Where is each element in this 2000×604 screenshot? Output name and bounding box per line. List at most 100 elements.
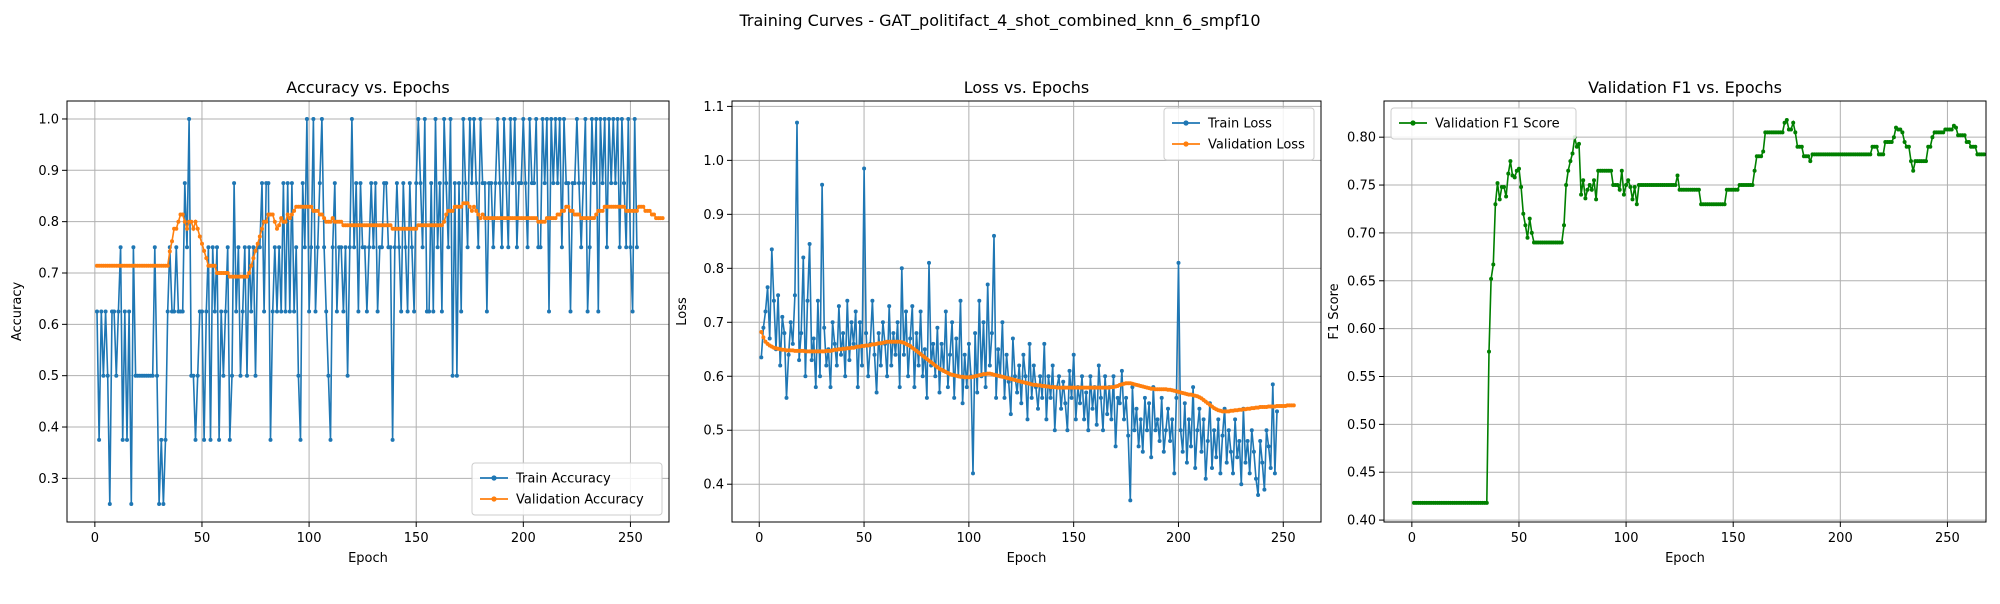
train-loss-point — [899, 266, 904, 271]
train-accuracy-point — [375, 309, 380, 314]
train-accuracy-point — [583, 117, 588, 121]
x-tick-label: 100 — [956, 531, 981, 546]
train-accuracy-point — [403, 245, 408, 250]
train-loss-point — [876, 331, 881, 336]
y-tick-label: 0.70 — [1347, 226, 1376, 241]
validation-f1-score-point — [1564, 183, 1569, 187]
train-loss-point — [943, 309, 948, 314]
x-tick-label: 0 — [91, 531, 99, 546]
train-accuracy-point — [270, 309, 275, 314]
train-loss-point — [1119, 368, 1124, 373]
train-accuracy-point — [227, 437, 232, 442]
train-loss-point — [966, 341, 971, 346]
train-loss-point — [864, 331, 869, 336]
validation-accuracy-point — [557, 212, 562, 217]
train-accuracy-point — [540, 117, 545, 121]
train-loss-point — [1109, 417, 1114, 422]
train-accuracy-point — [341, 309, 346, 314]
validation-accuracy-point — [328, 219, 333, 224]
train-accuracy-point — [538, 245, 543, 250]
train-loss-point — [841, 331, 846, 336]
validation-accuracy-point — [465, 201, 470, 206]
train-accuracy-point — [609, 181, 614, 186]
validation-f1-score-point — [1868, 152, 1873, 157]
train-accuracy-point — [626, 117, 631, 121]
train-accuracy-point — [596, 309, 601, 314]
train-loss-point — [983, 385, 988, 390]
validation-f1-score-point — [1789, 127, 1793, 132]
train-accuracy-point — [232, 181, 237, 186]
train-accuracy-point — [302, 245, 307, 250]
train-accuracy-point — [114, 373, 119, 378]
train-loss-point — [994, 395, 999, 400]
train-loss-point — [1040, 395, 1045, 400]
y-axis-label: Accuracy — [10, 282, 25, 342]
train-accuracy-point — [131, 245, 136, 250]
train-accuracy-point — [369, 181, 374, 186]
train-accuracy-point — [525, 245, 530, 250]
validation-f1-score-point — [1902, 140, 1907, 144]
validation-f1-score-point — [1735, 187, 1740, 192]
train-loss-point — [771, 298, 776, 303]
train-loss-point — [1088, 374, 1093, 379]
validation-f1-score-point — [1587, 183, 1592, 187]
train-loss-point — [1220, 433, 1225, 438]
train-loss-point — [1245, 439, 1250, 443]
train-accuracy-point — [247, 245, 252, 250]
train-accuracy-point — [465, 245, 470, 250]
train-accuracy-point — [604, 245, 609, 250]
validation-f1-score-point — [1891, 135, 1896, 140]
train-accuracy-point — [484, 309, 489, 314]
train-loss-point — [874, 390, 879, 395]
y-tick-label: 0.75 — [1347, 179, 1376, 194]
validation-f1-score-point — [1750, 183, 1755, 187]
train-accuracy-point — [101, 373, 106, 378]
legend-box — [1390, 107, 1577, 140]
train-accuracy-point — [307, 309, 312, 314]
train-accuracy-point — [619, 117, 624, 121]
validation-f1-score-point — [1949, 127, 1954, 132]
x-tick-label: 150 — [1061, 531, 1086, 546]
train-accuracy-point — [613, 181, 618, 186]
validation-accuracy-point — [542, 219, 547, 224]
train-accuracy-point — [352, 245, 357, 250]
train-accuracy-point — [559, 245, 564, 250]
train-loss-point — [1264, 428, 1269, 433]
validation-accuracy-point — [176, 219, 181, 224]
validation-f1-score-point — [1493, 202, 1498, 207]
train-loss-point — [906, 374, 911, 379]
train-loss-point — [1017, 363, 1022, 368]
train-accuracy-point — [568, 309, 573, 314]
validation-f1-score-point — [1529, 230, 1534, 235]
validation-f1-score-point — [1696, 187, 1701, 192]
train-accuracy-point — [268, 437, 273, 442]
train-loss-point — [855, 385, 860, 390]
train-accuracy-point — [476, 245, 481, 250]
train-loss-point — [797, 358, 802, 363]
train-loss-point — [1002, 395, 1007, 400]
y-tick-label: 0.4 — [38, 421, 59, 436]
train-loss-point — [761, 325, 766, 330]
validation-f1-score-point — [1799, 144, 1804, 149]
train-accuracy-point — [356, 309, 361, 314]
validation-f1-score-point — [1928, 144, 1933, 149]
train-loss-point — [1069, 395, 1074, 400]
train-loss-point — [769, 247, 774, 252]
validation-f1-score-point — [1594, 197, 1599, 202]
train-loss-point — [1115, 395, 1120, 400]
train-accuracy-point — [409, 245, 414, 250]
train-loss-point — [1272, 471, 1277, 476]
train-accuracy-point — [553, 117, 558, 121]
validation-accuracy-point — [197, 234, 202, 239]
validation-accuracy-point — [165, 263, 170, 268]
train-accuracy-point — [634, 245, 639, 250]
validation-f1-score-point — [1782, 120, 1787, 125]
train-accuracy-point — [257, 245, 262, 250]
train-loss-point — [1218, 471, 1223, 476]
train-loss-point — [1266, 444, 1271, 449]
validation-accuracy-point — [277, 223, 282, 228]
train-loss-point — [1067, 368, 1072, 373]
train-accuracy-point — [298, 437, 303, 442]
train-accuracy-point — [127, 309, 132, 314]
train-loss-point — [1086, 428, 1091, 433]
